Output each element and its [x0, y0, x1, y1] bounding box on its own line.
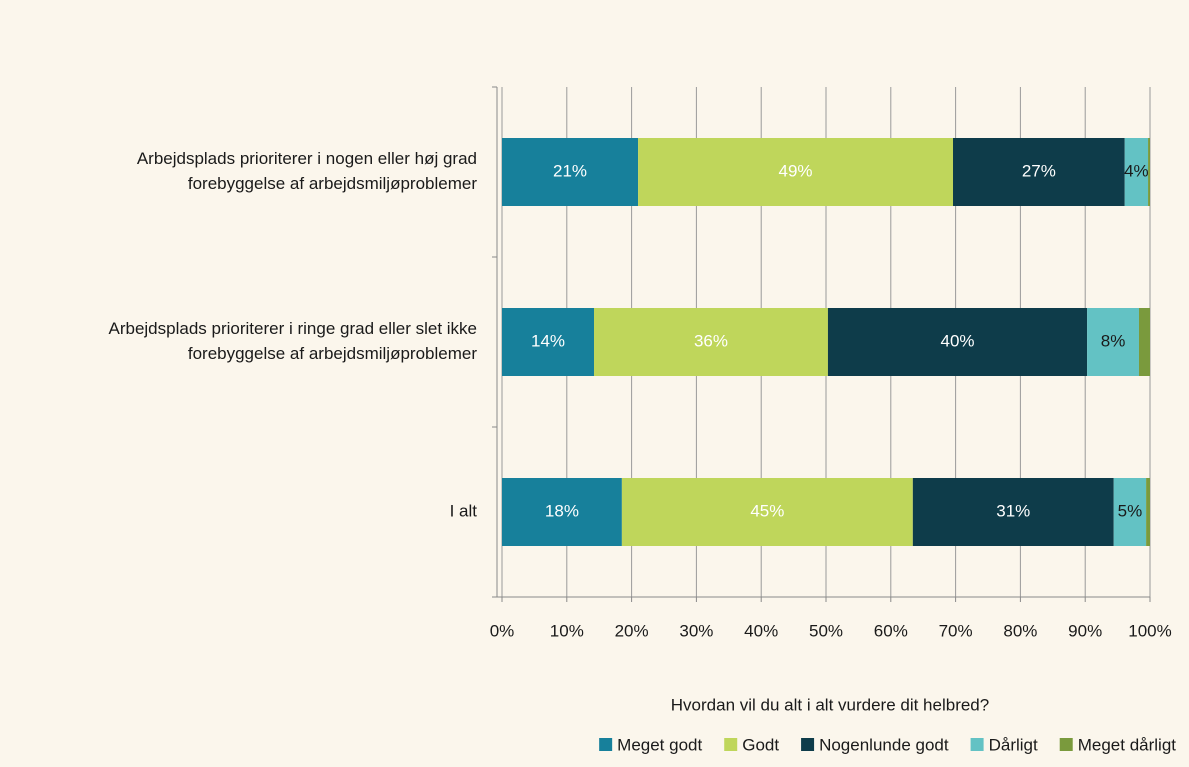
x-tick-label: 80%: [1003, 621, 1037, 640]
bar-segment: [502, 308, 595, 376]
bar-segment: [502, 138, 639, 206]
bar-segment: [502, 478, 622, 546]
x-tick-label: 70%: [939, 621, 973, 640]
data-label: 21%: [553, 161, 587, 180]
bar-segment: [638, 138, 954, 206]
x-tick-label: 20%: [615, 621, 649, 640]
legend-swatch: [1059, 738, 1073, 751]
x-tick-label: 50%: [809, 621, 843, 640]
x-tick-label: 30%: [679, 621, 713, 640]
x-tick-label: 100%: [1128, 621, 1171, 640]
data-label: 31%: [996, 501, 1030, 520]
x-tick-label: 90%: [1068, 621, 1102, 640]
legend-swatch: [970, 738, 984, 751]
data-label: 18%: [545, 501, 579, 520]
x-tick-label: 40%: [744, 621, 778, 640]
legend-label: Dårligt: [989, 735, 1038, 754]
legend-swatch: [724, 738, 738, 751]
bar-segment: [1087, 308, 1139, 376]
data-label: 14%: [531, 331, 565, 350]
y-tick-label: Arbejdsplads prioriterer i nogen eller h…: [137, 149, 477, 168]
bar-segment: [827, 308, 1088, 376]
y-tick-label: forebyggelse af arbejdsmiljøproblemer: [188, 344, 477, 363]
bar-segment: [912, 478, 1114, 546]
bar-segment: [1146, 478, 1150, 546]
y-tick-label: forebyggelse af arbejdsmiljøproblemer: [188, 174, 477, 193]
legend-swatch: [801, 738, 815, 751]
bar-segment: [953, 138, 1125, 206]
data-label: 27%: [1022, 161, 1056, 180]
data-label: 5%: [1118, 501, 1143, 520]
legend-label: Nogenlunde godt: [819, 735, 949, 754]
legend-label: Meget dårligt: [1078, 735, 1177, 754]
bar-segment: [621, 478, 913, 546]
x-tick-label: 60%: [874, 621, 908, 640]
data-label: 49%: [779, 161, 813, 180]
bar-segment: [1138, 308, 1150, 376]
data-label: 45%: [750, 501, 784, 520]
x-tick-label: 10%: [550, 621, 584, 640]
bar-segment: [1124, 138, 1149, 206]
data-label: 40%: [941, 331, 975, 350]
legend-swatch: [599, 738, 613, 751]
bar-segment: [594, 308, 828, 376]
legend-title: Hvordan vil du alt i alt vurdere dit hel…: [671, 695, 989, 714]
x-tick-label: 0%: [490, 621, 515, 640]
legend-label: Godt: [742, 735, 779, 754]
y-tick-label: I alt: [450, 501, 478, 520]
data-label: 4%: [1124, 161, 1149, 180]
bar-segment: [1148, 138, 1150, 206]
legend-label: Meget godt: [617, 735, 702, 754]
bar-segment: [1113, 478, 1147, 546]
y-tick-label: Arbejdsplads prioriterer i ringe grad el…: [109, 319, 478, 338]
data-label: 8%: [1101, 331, 1126, 350]
data-label: 36%: [694, 331, 728, 350]
